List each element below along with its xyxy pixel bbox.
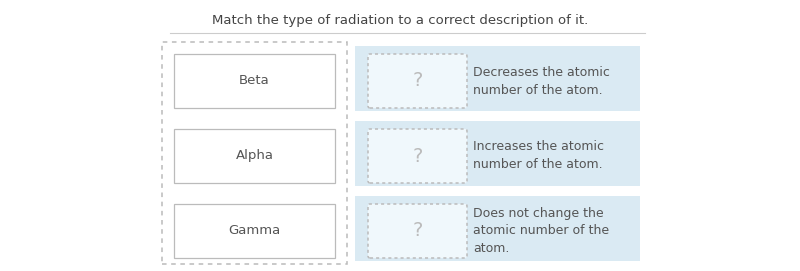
Text: Does not change the
atomic number of the
atom.: Does not change the atomic number of the… (473, 207, 609, 256)
Text: ?: ? (412, 147, 422, 166)
FancyBboxPatch shape (174, 204, 335, 258)
FancyBboxPatch shape (355, 196, 640, 261)
FancyBboxPatch shape (355, 121, 640, 186)
FancyBboxPatch shape (368, 129, 467, 183)
Text: Increases the atomic
number of the atom.: Increases the atomic number of the atom. (473, 140, 604, 172)
Text: Alpha: Alpha (235, 150, 274, 163)
Text: Beta: Beta (239, 75, 270, 88)
Text: Decreases the atomic
number of the atom.: Decreases the atomic number of the atom. (473, 66, 610, 96)
FancyBboxPatch shape (174, 54, 335, 108)
Text: Match the type of radiation to a correct description of it.: Match the type of radiation to a correct… (212, 14, 588, 27)
Text: ?: ? (412, 72, 422, 91)
Text: ?: ? (412, 221, 422, 240)
FancyBboxPatch shape (355, 46, 640, 111)
FancyBboxPatch shape (368, 54, 467, 108)
FancyBboxPatch shape (174, 129, 335, 183)
FancyBboxPatch shape (368, 204, 467, 258)
Text: Gamma: Gamma (228, 224, 281, 237)
